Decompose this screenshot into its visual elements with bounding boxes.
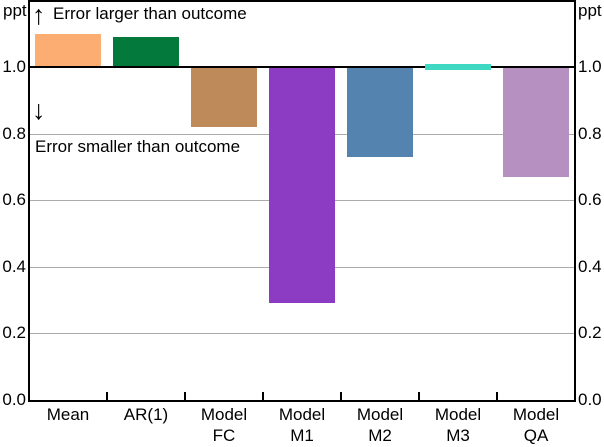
bar-model-m3	[425, 64, 491, 70]
y-tick-label-left-0.2: 0.2	[2, 323, 26, 342]
y-tick-label-left-1.0: 1.0	[2, 57, 26, 76]
y-tick-label-right-0.4: 0.4	[578, 257, 602, 276]
x-category-label-ar-1: AR(1)	[123, 405, 169, 424]
x-category-label-model-m2: Model M2	[356, 405, 404, 445]
unit-label-right: ppt	[578, 1, 602, 20]
x-axis-tick	[418, 392, 420, 400]
x-axis-tick	[106, 392, 108, 400]
annotation-error-smaller: Error smaller than outcome	[35, 137, 241, 156]
y-axis-right	[574, 0, 576, 402]
y-tick-label-left-0.6: 0.6	[2, 190, 26, 209]
y-tick-label-right-0.8: 0.8	[578, 124, 602, 143]
bar-mean	[35, 34, 101, 67]
y-tick-label-left-0.8: 0.8	[2, 124, 26, 143]
bar-model-m2	[347, 67, 413, 157]
up-arrow-icon: ↑	[32, 0, 46, 30]
y-axis-left	[28, 0, 30, 402]
y-tick-label-right-0.2: 0.2	[578, 323, 602, 342]
x-axis-tick	[184, 392, 186, 400]
y-tick-label-left-0.0: 0.0	[2, 390, 26, 409]
bar-model-fc	[191, 67, 257, 127]
x-axis-tick	[496, 392, 498, 400]
x-category-label-mean: Mean	[46, 405, 90, 424]
y-tick-label-left-0.4: 0.4	[2, 257, 26, 276]
down-arrow-icon: ↓	[32, 95, 46, 125]
bar-ar-1	[113, 37, 179, 67]
unit-label-left: ppt	[3, 1, 27, 20]
x-axis-tick	[262, 392, 264, 400]
x-category-label-model-m1: Model M1	[278, 405, 326, 445]
x-axis-tick	[340, 392, 342, 400]
y-tick-label-right-1.0: 1.0	[578, 57, 602, 76]
gridline-0.2	[30, 333, 574, 334]
bar-model-qa	[503, 67, 569, 177]
x-category-label-model-qa: Model QA	[512, 405, 560, 445]
x-axis	[28, 400, 576, 402]
x-category-label-model-fc: Model FC	[200, 405, 248, 445]
annotation-error-larger: Error larger than outcome	[53, 4, 247, 23]
baseline-1-0	[29, 66, 575, 68]
plot-top-border	[28, 0, 576, 2]
bar-model-m1	[269, 67, 335, 303]
y-tick-label-right-0.6: 0.6	[578, 190, 602, 209]
x-category-label-model-m3: Model M3	[434, 405, 482, 445]
y-tick-label-right-0.0: 0.0	[578, 390, 602, 409]
